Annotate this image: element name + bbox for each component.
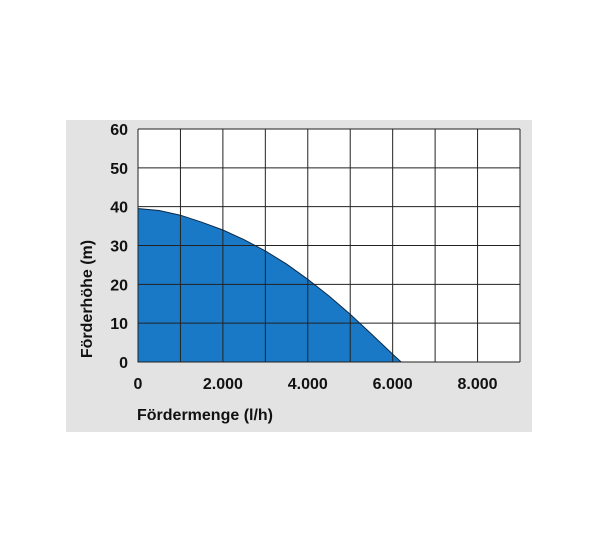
x-axis-label: Fördermenge (l/h) xyxy=(137,407,273,424)
y-tick-label: 40 xyxy=(110,200,128,217)
y-tick-label: 10 xyxy=(110,316,128,333)
y-tick-label: 30 xyxy=(110,239,128,256)
x-tick-label: 4.000 xyxy=(288,376,328,393)
x-tick-label: 0 xyxy=(134,376,143,393)
y-tick-label: 50 xyxy=(110,161,128,178)
y-tick-label: 20 xyxy=(110,277,128,294)
y-tick-label: 0 xyxy=(119,355,128,372)
y-axis-label: Förderhöhe (m) xyxy=(79,240,96,358)
x-tick-label: 6.000 xyxy=(373,376,413,393)
x-tick-label: 2.000 xyxy=(203,376,243,393)
x-tick-label: 8.000 xyxy=(458,376,498,393)
y-tick-label: 60 xyxy=(110,122,128,139)
